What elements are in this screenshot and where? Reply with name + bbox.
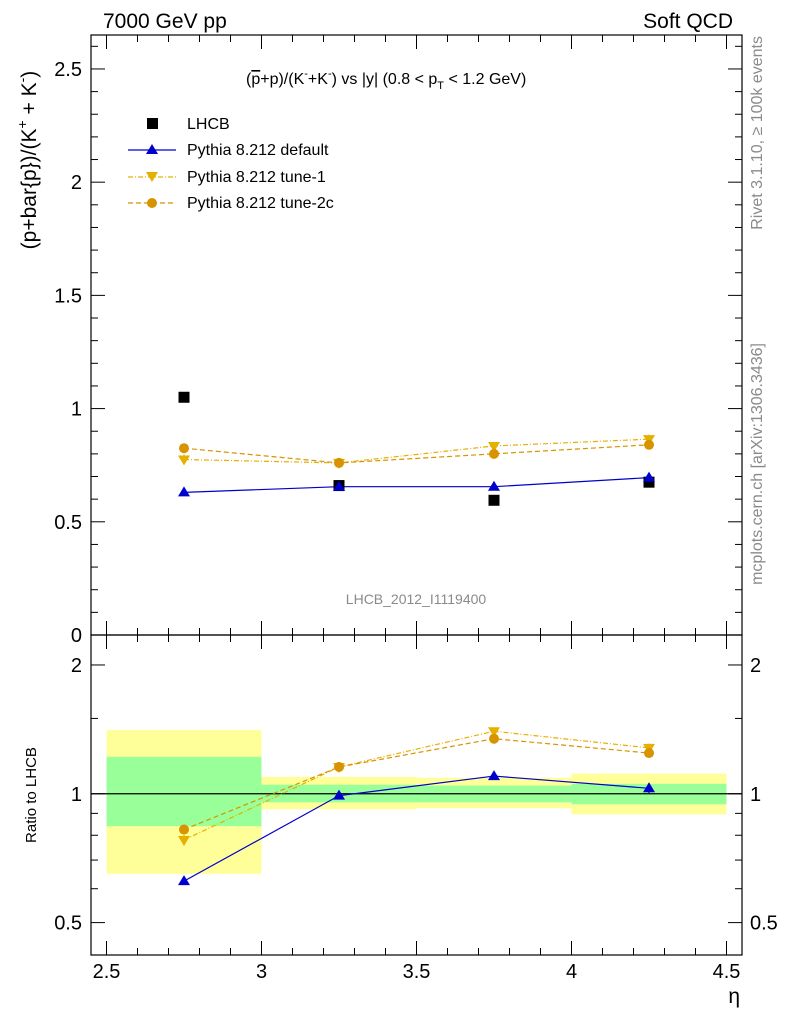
main-point-tune2c-0 <box>179 443 189 454</box>
ratio-ytick-label-right-2: 2 <box>750 655 761 677</box>
legend-marker-tune2c <box>147 198 157 208</box>
ratio-band-stat-0 <box>106 756 262 827</box>
ratio-panel: 0.5 0.5 1 1 2 2 2.5 3 3.5 4 4.5 Ratio to LHCB η <box>23 634 778 1008</box>
ratio-y-axis-label: Ratio to LHCB <box>23 747 40 843</box>
x-tick-label-4: 4.5 <box>713 961 741 983</box>
main-point-default-2 <box>488 480 500 491</box>
legend-label-tune1: Pythia 8.212 tune-1 <box>187 169 326 186</box>
main-ytick-label-0: 0.5 <box>54 512 82 534</box>
main-ytick-label-1: 1 <box>71 399 82 421</box>
ratio-point-tune2c-3 <box>644 748 654 759</box>
main-y-axis-label: (p+bar{p})/(K+ + K-) <box>14 71 41 250</box>
x-tick-label-3: 4 <box>566 961 577 983</box>
main-point-tune2c-3 <box>644 439 654 450</box>
ratio-frame <box>90 634 743 956</box>
main-ytick-label-2: 1.5 <box>54 285 82 307</box>
ratio-ytick-label-right-0: 0.5 <box>750 913 778 935</box>
ratio-ytick-label-right-1: 1 <box>750 784 761 806</box>
main-line-tune2c <box>183 444 650 464</box>
x-tick-label-2: 3.5 <box>403 961 431 983</box>
analysis-label: LHCB_2012_I1119400 <box>346 591 487 607</box>
main-ytick-label-4: 2.5 <box>54 59 82 81</box>
energy-label: 7000 GeV pp <box>103 10 227 33</box>
x-tick-label-1: 3 <box>256 961 267 983</box>
ratio-point-default-0 <box>178 875 190 886</box>
main-point-tune2c-1 <box>334 457 344 468</box>
main-ytick-label-3: 2 <box>71 172 82 194</box>
main-point-tune2c-2 <box>489 448 499 459</box>
x-axis-label: η <box>728 985 740 1008</box>
main-point-tune1-0 <box>178 455 190 466</box>
main-point-default-3 <box>643 471 655 482</box>
legend-marker-default <box>146 144 158 154</box>
site-label: mcplots.cern.ch [arXiv:1306.3436] <box>749 343 766 585</box>
ratio-line-default <box>183 775 650 882</box>
main-ticks-layer: 0.5 1 1.5 2 2.5 0 <box>54 35 742 647</box>
ratio-point-default-3 <box>643 782 655 793</box>
main-line-default <box>183 477 650 493</box>
main-ytick-label-zero: 0 <box>71 625 82 647</box>
legend-marker-lhcb <box>147 118 158 129</box>
ratio-line-tune1 <box>183 730 650 841</box>
ratio-point-default-1 <box>333 789 345 800</box>
main-point-default-1 <box>333 480 345 491</box>
ratio-ticks-layer: 0.5 0.5 1 1 2 2 2.5 3 3.5 4 4.5 <box>54 635 778 983</box>
main-line-tune1 <box>183 438 650 464</box>
rivet-label: Rivet 3.1.10, ≥ 100k events <box>749 36 766 230</box>
ratio-ytick-label-1: 1 <box>71 784 82 806</box>
ratio-point-default-2 <box>488 770 500 781</box>
ratio-point-tune1-0 <box>178 835 190 846</box>
legend-label-tune2c: Pythia 8.212 tune-2c <box>187 195 334 212</box>
ratio-point-tune2c-1 <box>334 762 344 773</box>
legend-label-default: Pythia 8.212 default <box>187 142 329 159</box>
main-point-data-2 <box>488 494 500 506</box>
ratio-point-tune2c-2 <box>489 733 499 744</box>
ratio-ytick-label-0: 0.5 <box>54 913 82 935</box>
main-point-default-0 <box>178 486 190 497</box>
main-series-layer <box>178 391 655 506</box>
main-point-data-0 <box>178 391 190 403</box>
legend: LHCB Pythia 8.212 default Pythia 8.212 t… <box>128 116 334 212</box>
x-tick-label-0: 2.5 <box>93 961 121 983</box>
ratio-series-layer <box>178 727 655 886</box>
main-point-tune1-2 <box>488 441 500 452</box>
ratio-line-tune2c <box>183 738 650 831</box>
ratio-point-tune2c-0 <box>179 824 189 835</box>
ratio-point-tune1-2 <box>488 727 500 738</box>
main-title: (p+p)/(K-+K-) vs |y| (0.8 < pT < 1.2 GeV… <box>246 68 526 92</box>
process-label: Soft QCD <box>643 10 733 33</box>
ratio-ytick-label-2: 2 <box>71 655 82 677</box>
legend-label-lhcb: LHCB <box>187 116 230 133</box>
main-panel: 0.5 1 1.5 2 2.5 0 (p+p)/(K-+K-) vs |y| (0.8 <… <box>14 34 743 647</box>
legend-marker-tune1 <box>146 172 158 182</box>
